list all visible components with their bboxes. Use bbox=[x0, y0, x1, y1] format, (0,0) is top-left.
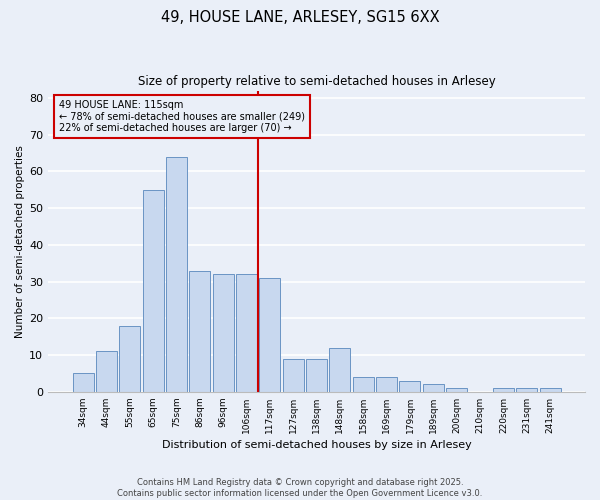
Bar bbox=[190, 270, 211, 392]
Bar bbox=[446, 388, 467, 392]
Bar bbox=[539, 388, 560, 392]
Bar bbox=[96, 352, 117, 392]
Bar bbox=[493, 388, 514, 392]
Bar bbox=[73, 374, 94, 392]
X-axis label: Distribution of semi-detached houses by size in Arlesey: Distribution of semi-detached houses by … bbox=[162, 440, 472, 450]
Text: Contains HM Land Registry data © Crown copyright and database right 2025.
Contai: Contains HM Land Registry data © Crown c… bbox=[118, 478, 482, 498]
Y-axis label: Number of semi-detached properties: Number of semi-detached properties bbox=[15, 145, 25, 338]
Bar bbox=[119, 326, 140, 392]
Text: 49, HOUSE LANE, ARLESEY, SG15 6XX: 49, HOUSE LANE, ARLESEY, SG15 6XX bbox=[161, 10, 439, 25]
Bar bbox=[353, 377, 374, 392]
Bar bbox=[236, 274, 257, 392]
Bar bbox=[376, 377, 397, 392]
Bar bbox=[400, 381, 421, 392]
Bar bbox=[516, 388, 537, 392]
Bar bbox=[259, 278, 280, 392]
Bar bbox=[143, 190, 164, 392]
Bar bbox=[212, 274, 233, 392]
Bar bbox=[306, 359, 327, 392]
Bar bbox=[423, 384, 444, 392]
Text: 49 HOUSE LANE: 115sqm
← 78% of semi-detached houses are smaller (249)
22% of sem: 49 HOUSE LANE: 115sqm ← 78% of semi-deta… bbox=[59, 100, 305, 133]
Bar bbox=[329, 348, 350, 392]
Bar bbox=[166, 156, 187, 392]
Title: Size of property relative to semi-detached houses in Arlesey: Size of property relative to semi-detach… bbox=[138, 75, 496, 88]
Bar bbox=[283, 359, 304, 392]
